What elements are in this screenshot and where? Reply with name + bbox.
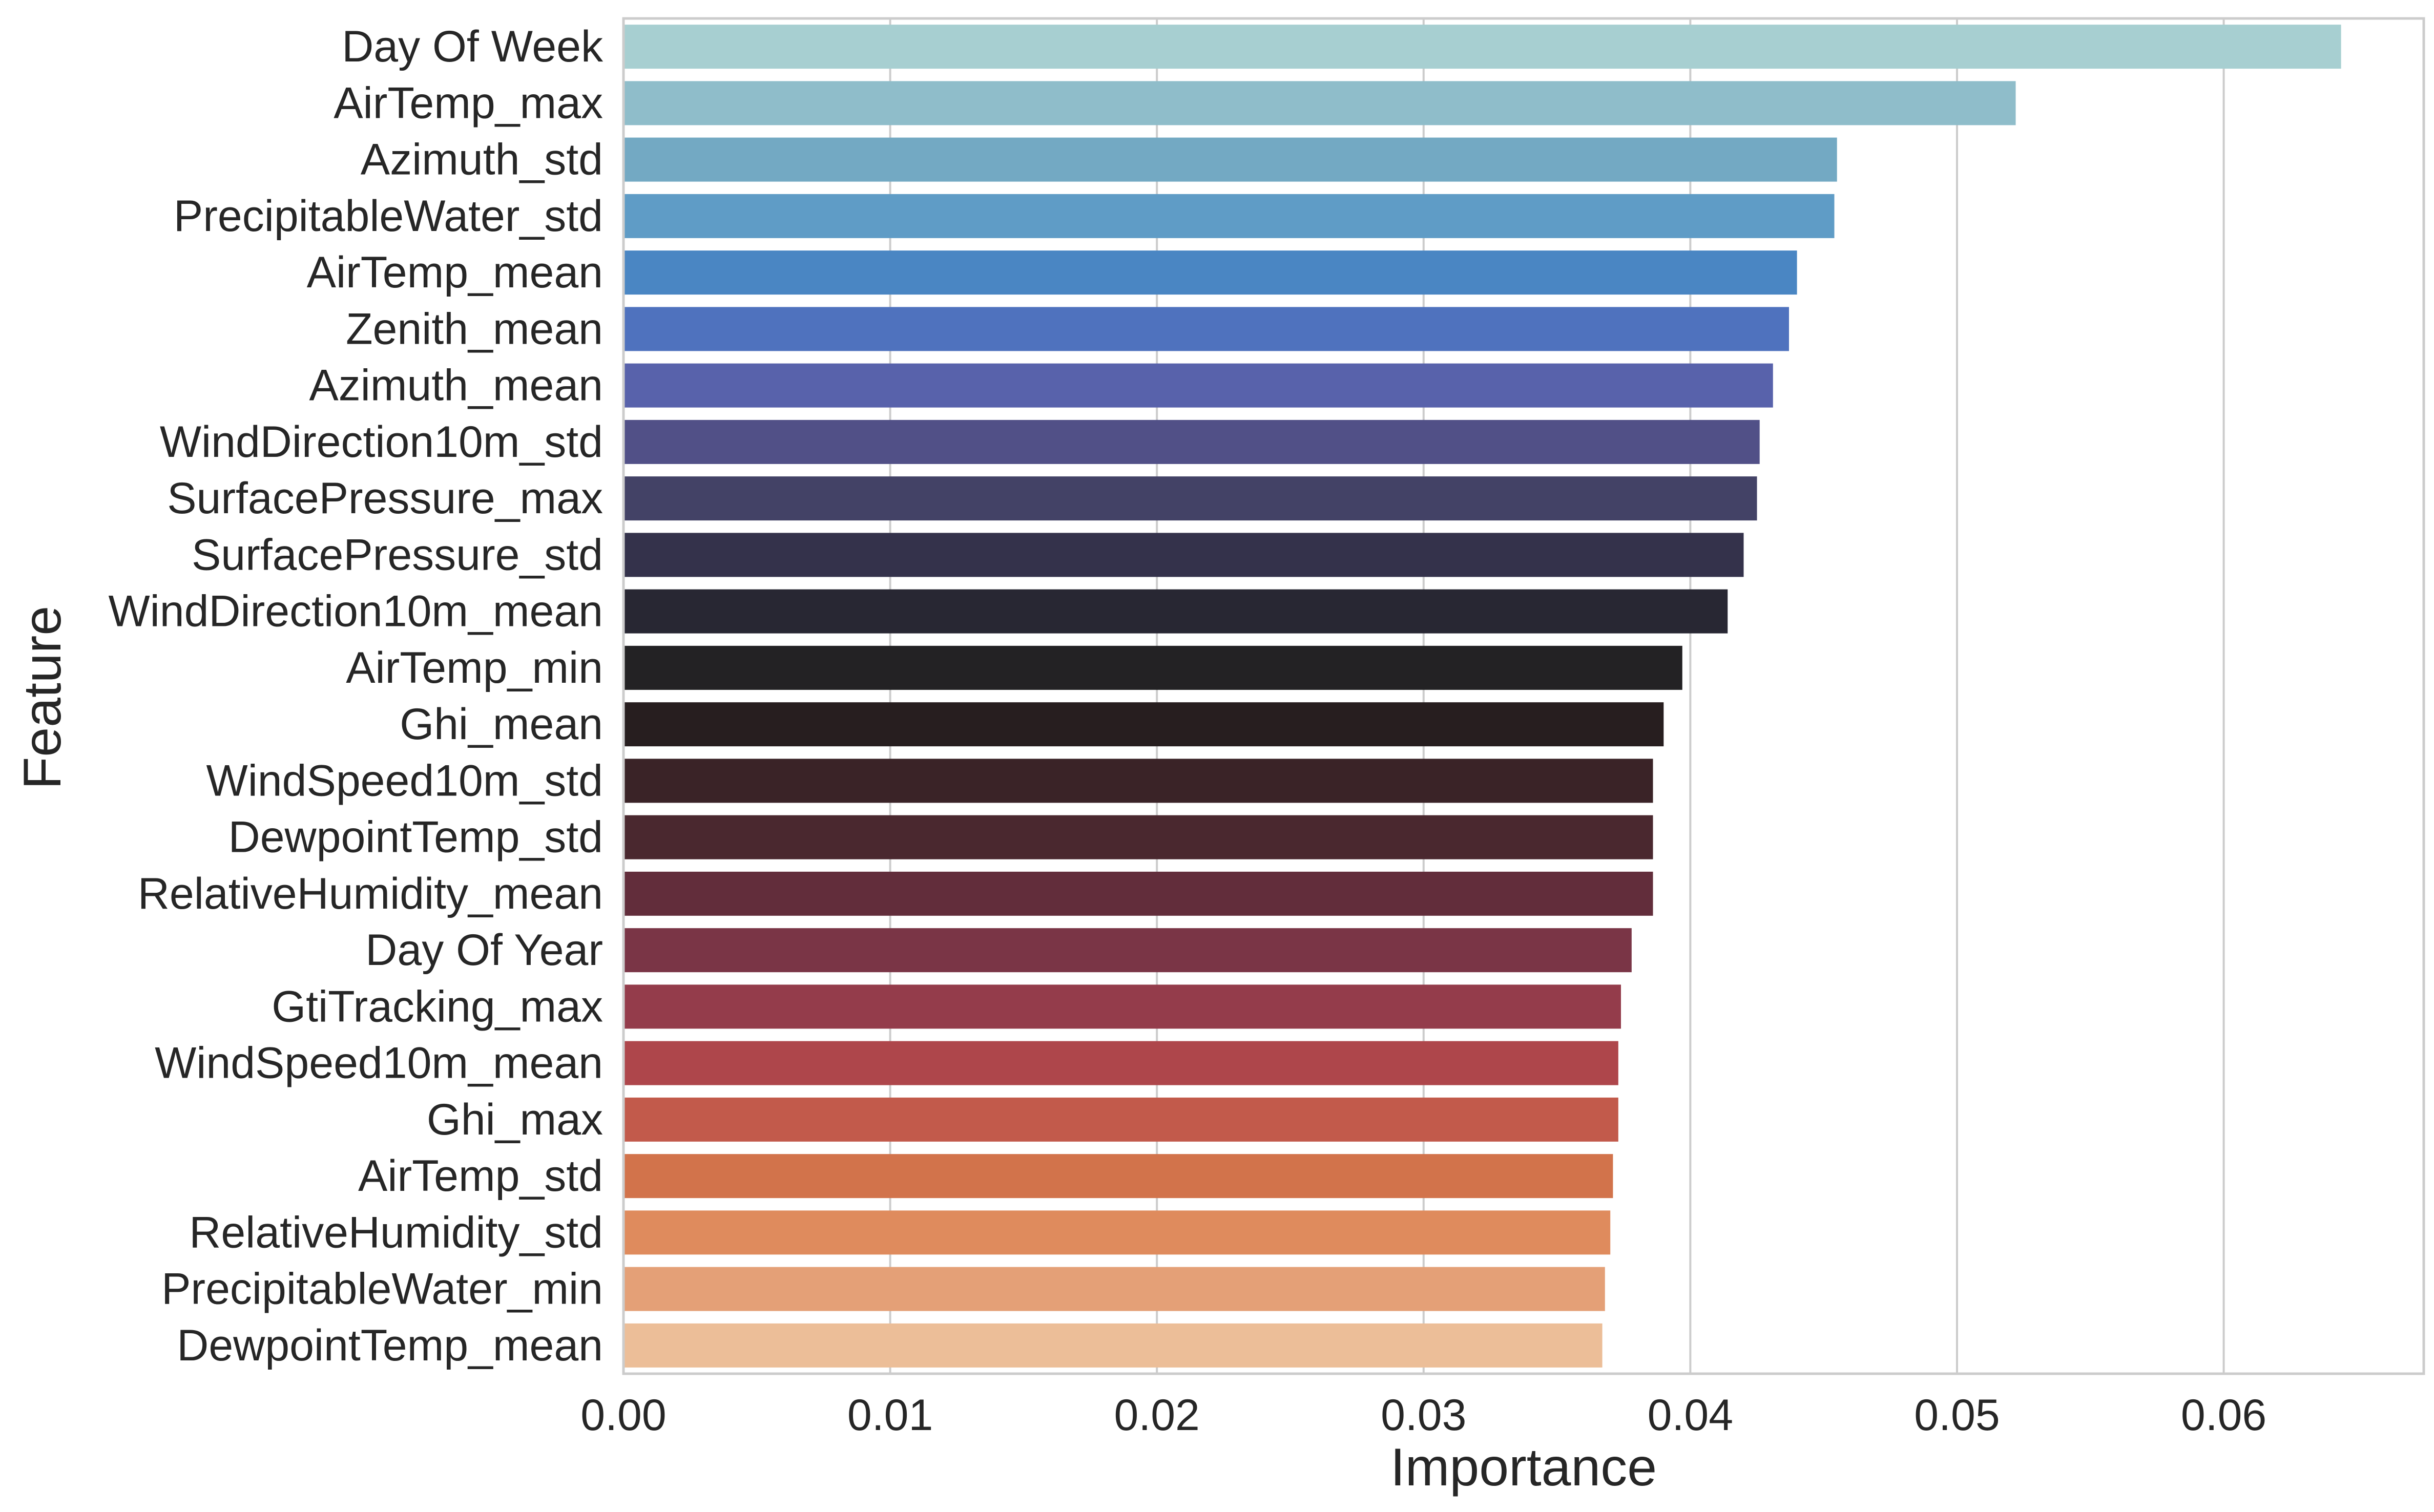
y-axis-title: Feature bbox=[13, 606, 72, 789]
bars bbox=[623, 25, 2341, 1368]
category-label: Azimuth_std bbox=[361, 135, 603, 184]
bar bbox=[623, 194, 1835, 238]
bar bbox=[623, 589, 1728, 634]
category-label: WindSpeed10m_mean bbox=[155, 1039, 603, 1088]
bar bbox=[623, 928, 1632, 973]
grid-lines bbox=[622, 18, 2225, 1374]
category-label: PrecipitableWater_min bbox=[161, 1265, 603, 1314]
bar bbox=[623, 759, 1653, 803]
x-axis-title: Importance bbox=[1390, 1438, 1657, 1497]
category-label: WindDirection10m_mean bbox=[108, 587, 603, 636]
bar bbox=[623, 1154, 1613, 1199]
x-tick-label: 0.06 bbox=[2181, 1391, 2266, 1440]
category-label: Day Of Year bbox=[365, 926, 603, 975]
plot-frame bbox=[622, 17, 2425, 1375]
x-tick-label: 0.02 bbox=[1114, 1391, 1199, 1440]
bar bbox=[623, 307, 1789, 351]
x-tick-label: 0.03 bbox=[1381, 1391, 1466, 1440]
category-label: Azimuth_mean bbox=[309, 361, 603, 410]
category-label: RelativeHumidity_mean bbox=[138, 869, 603, 918]
category-label: SurfacePressure_std bbox=[192, 530, 603, 579]
category-label: Zenith_mean bbox=[346, 304, 603, 353]
bar bbox=[623, 702, 1664, 747]
bar bbox=[623, 137, 1837, 182]
category-label: AirTemp_std bbox=[358, 1151, 603, 1201]
bar bbox=[623, 25, 2341, 69]
bar bbox=[623, 81, 2016, 125]
x-tick-label: 0.01 bbox=[847, 1391, 933, 1440]
category-label: RelativeHumidity_std bbox=[189, 1208, 603, 1257]
bar bbox=[623, 1267, 1605, 1311]
category-label: AirTemp_min bbox=[346, 643, 603, 692]
category-label: WindDirection10m_std bbox=[160, 417, 603, 467]
bar bbox=[623, 871, 1653, 916]
category-label: DewpointTemp_std bbox=[228, 813, 603, 862]
bar bbox=[623, 1097, 1618, 1142]
category-label: AirTemp_max bbox=[334, 78, 603, 128]
category-labels: Day Of Week AirTemp_max Azimuth_std Precipi… bbox=[108, 22, 604, 1370]
bar bbox=[623, 533, 1744, 577]
bar bbox=[623, 984, 1621, 1029]
bar bbox=[623, 815, 1653, 859]
bar bbox=[623, 1323, 1603, 1368]
category-label: AirTemp_mean bbox=[307, 248, 603, 297]
bar bbox=[623, 1210, 1611, 1255]
category-label: Ghi_max bbox=[427, 1095, 603, 1144]
bar bbox=[623, 476, 1757, 521]
category-label: Day Of Week bbox=[342, 22, 604, 71]
bar bbox=[623, 250, 1797, 295]
x-tick-label: 0.05 bbox=[1914, 1391, 2000, 1440]
category-label: Ghi_mean bbox=[400, 700, 603, 749]
bar bbox=[623, 363, 1773, 408]
x-tick-label: 0.04 bbox=[1648, 1391, 1733, 1440]
bar bbox=[623, 419, 1760, 464]
category-label: SurfacePressure_max bbox=[167, 474, 603, 523]
bar bbox=[623, 645, 1682, 690]
x-tick-labels: 0.00 0.01 0.02 0.03 0.04 0.05 0.06 bbox=[580, 1391, 2266, 1440]
category-label: WindSpeed10m_std bbox=[206, 756, 603, 805]
category-label: PrecipitableWater_std bbox=[174, 192, 603, 241]
category-label: GtiTracking_max bbox=[272, 982, 603, 1031]
x-tick-label: 0.00 bbox=[580, 1391, 666, 1440]
bar bbox=[623, 1041, 1618, 1085]
category-label: DewpointTemp_mean bbox=[177, 1321, 603, 1370]
